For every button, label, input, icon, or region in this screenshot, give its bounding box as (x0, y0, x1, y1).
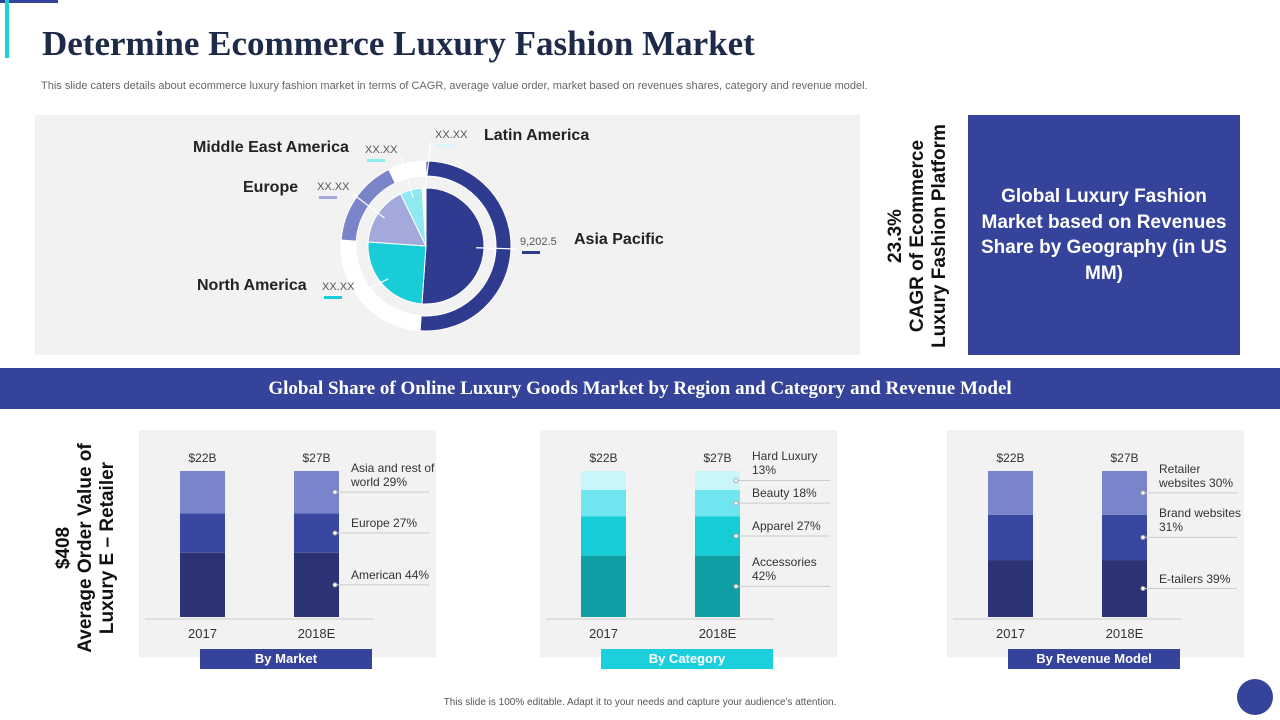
legend-dot (332, 582, 338, 588)
accent-bar (5, 0, 9, 58)
leader-line (475, 247, 517, 250)
legend-dot (733, 477, 739, 483)
legend-dot (733, 583, 739, 589)
value-marker (437, 144, 455, 147)
bar-segment (581, 516, 626, 556)
legend-label: Asia and rest of world 29% (351, 461, 435, 490)
total-label: $22B (188, 451, 216, 465)
cagr-caption: CAGR of Ecommerce Luxury Fashion Platfor… (907, 124, 950, 348)
legend-label: Brand websites 31% (1159, 506, 1242, 535)
cagr-value: 23.3% (885, 209, 906, 263)
leader-line (423, 141, 432, 197)
legend-dot (733, 500, 739, 506)
value-marker (324, 296, 342, 299)
x-tick-label: 2017 (589, 626, 618, 641)
x-tick-label: 2017 (996, 626, 1025, 641)
pie-value-label: XX.XX (317, 181, 350, 193)
chart-label: By Revenue Model (1008, 649, 1180, 669)
pie-label: Europe (243, 179, 299, 196)
bar-segment (1102, 514, 1147, 561)
legend-dot (1140, 586, 1146, 592)
total-label: $27B (1110, 451, 1138, 465)
legend-dot (332, 489, 338, 495)
legend-label: Retailer websites 30% (1159, 461, 1234, 490)
pie-value-label: XX.XX (322, 281, 355, 293)
bar-segment (180, 513, 225, 553)
legend-dot (1140, 490, 1146, 496)
pie-slice (367, 241, 427, 305)
bar-segment (581, 471, 626, 490)
pie-label: Asia Pacific (574, 231, 664, 248)
leader-line (352, 193, 385, 219)
total-label: $27B (302, 451, 330, 465)
x-tick-label: 2018E (298, 626, 336, 641)
value-marker (367, 159, 385, 162)
leader-line (357, 278, 389, 295)
bar-segment (294, 552, 339, 617)
total-label: $22B (589, 451, 617, 465)
decor-circle (1237, 679, 1273, 715)
bar-segment (988, 471, 1033, 515)
legend-dot (1140, 534, 1146, 540)
legend-label: American 44% (351, 567, 430, 582)
bar-segment (180, 552, 225, 617)
pie-value-label: XX.XX (435, 129, 468, 141)
bar-segment (581, 555, 626, 617)
legend-label: Beauty 18% (752, 486, 817, 501)
bar-segment (1102, 471, 1147, 515)
bar-segment (294, 513, 339, 553)
x-tick-label: 2018E (699, 626, 737, 641)
bar-segment (581, 489, 626, 517)
legend-label: Hard Luxury 13% (752, 449, 818, 478)
banner: Global Share of Online Luxury Goods Mark… (0, 368, 1280, 409)
total-label: $27B (703, 451, 731, 465)
total-label: $22B (996, 451, 1024, 465)
pie-label: Latin America (484, 127, 590, 144)
legend-label: E-tailers 39% (1159, 571, 1231, 586)
aov-caption: Average Order Value of Luxury E – Retail… (75, 443, 118, 653)
ring-segment (419, 160, 427, 177)
x-tick-label: 2017 (188, 626, 217, 641)
bar-segment (180, 471, 225, 514)
legend-label: Accessories 42% (752, 555, 817, 584)
title: Determine Ecommerce Luxury Fashion Marke… (42, 24, 755, 63)
bar-segment (294, 471, 339, 514)
accent-bar (0, 0, 58, 3)
aov-value: $408 (53, 526, 74, 570)
subtitle: This slide caters details about ecommerc… (41, 80, 868, 92)
aov: $408 Average Order Value of Luxury E – R… (53, 433, 119, 663)
value-marker (522, 251, 540, 254)
cagr: 23.3% CAGR of Ecommerce Luxury Fashion P… (885, 116, 951, 356)
pie-slice (421, 187, 427, 247)
chart-label: By Category (601, 649, 773, 669)
pie-value-label: XX.XX (365, 144, 398, 156)
footer: This slide is 100% editable. Adapt it to… (443, 697, 837, 708)
pie-label: Middle East America (193, 139, 349, 156)
leader-line (400, 156, 414, 198)
value-marker (319, 196, 337, 199)
legend-dot (733, 533, 739, 539)
pie-label: North America (197, 277, 307, 294)
bar-segment (695, 489, 740, 517)
legend-label: Apparel 27% (752, 518, 821, 533)
pie-value-label: 9,202.5 (520, 236, 557, 248)
bar-segment (695, 516, 740, 556)
bar-segment (695, 555, 740, 617)
bar-segment (695, 471, 740, 490)
chart-label: By Market (200, 649, 372, 669)
legend-dot (332, 530, 338, 536)
bar-segment (988, 560, 1033, 617)
bar-segment (988, 514, 1033, 561)
geography-box: Global Luxury Fashion Market based on Re… (968, 115, 1240, 355)
legend-label: Europe 27% (351, 516, 418, 531)
bar-segment (1102, 560, 1147, 617)
x-tick-label: 2018E (1106, 626, 1144, 641)
